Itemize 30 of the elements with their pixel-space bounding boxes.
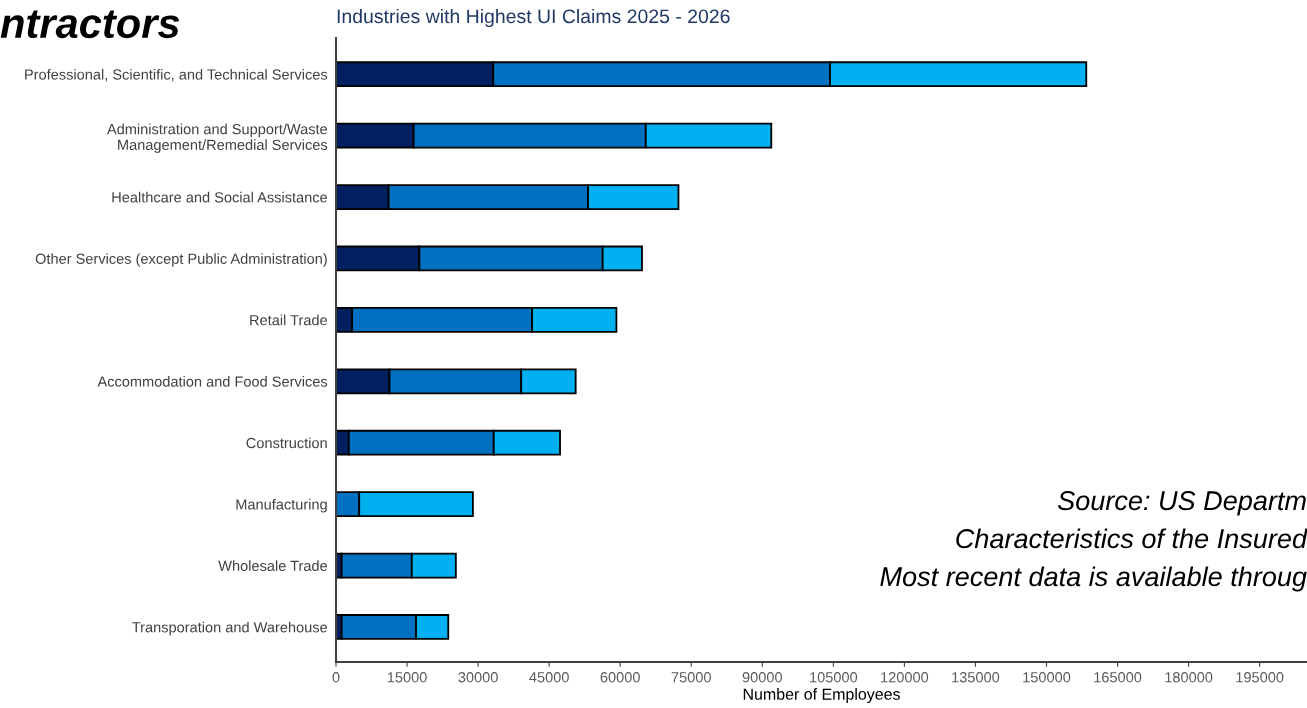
y-tick-label: Retail Trade xyxy=(250,314,328,326)
y-tick-label: Transporation and Warehouse xyxy=(132,621,328,636)
x-tick-label: 0 xyxy=(332,672,340,683)
chart-title: Industries with Highest UI Claims 2025 - 2026 xyxy=(337,8,730,28)
text: ntractors xyxy=(0,10,180,39)
y-tick-label: Wholesale Trade xyxy=(218,560,328,571)
x-tick-label: 165000 xyxy=(1094,672,1142,683)
x-tick-label: 30000 xyxy=(458,672,498,683)
y-tick-label: Manufacturing xyxy=(236,498,327,513)
x-tick-label: 75000 xyxy=(671,672,711,683)
y-tick-label: Healthcare and Social Assistance xyxy=(112,191,328,203)
x-tick-label: 195000 xyxy=(1236,672,1284,683)
x-axis-title: Number of Employees xyxy=(743,688,900,703)
x-tick-label: 105000 xyxy=(810,672,858,683)
annotation: Most recent data is available throug xyxy=(880,566,1307,592)
y-tick-label: Administration and Support/Waste Management/Remedial Services xyxy=(106,123,328,153)
x-tick-label: 180000 xyxy=(1165,672,1213,683)
x-tick-label: 45000 xyxy=(529,672,569,683)
annotation: Source: US Departm xyxy=(1057,491,1306,516)
annotation: Characteristics of the Insured xyxy=(956,528,1307,549)
y-tick-label: Other Services (except Public Administration) xyxy=(35,253,327,267)
x-tick-label: 90000 xyxy=(742,672,782,683)
x-tick-label: 15000 xyxy=(387,672,427,683)
y-tick-label: Professional, Scientific, and Technical Services xyxy=(25,68,328,82)
x-tick-label: 120000 xyxy=(881,672,929,683)
y-tick-label: Accommodation and Food Services xyxy=(97,376,328,387)
x-tick-label: 150000 xyxy=(1023,672,1071,683)
y-tick-label: Construction xyxy=(246,437,327,449)
x-tick-label: 60000 xyxy=(600,672,640,683)
x-tick-label: 135000 xyxy=(952,672,1000,683)
